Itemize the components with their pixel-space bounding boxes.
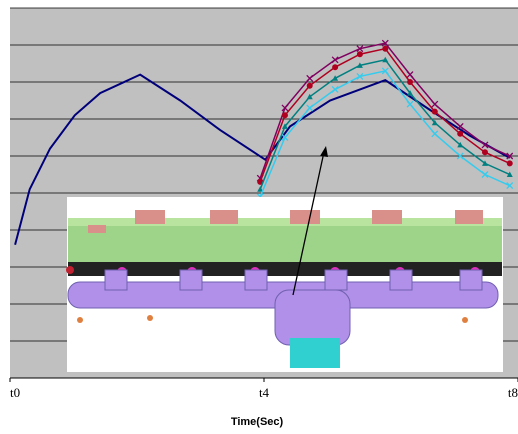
x-tick-label: t0 [10, 385, 20, 400]
x-tick-label: t8 [508, 385, 518, 400]
marker [482, 149, 488, 155]
marker [282, 112, 288, 118]
marker [307, 83, 313, 89]
marker [407, 79, 413, 85]
engine-image [66, 197, 503, 372]
marker [357, 51, 363, 57]
marker [432, 109, 438, 115]
x-tick-label: t4 [259, 385, 270, 400]
marker [382, 46, 388, 52]
chart: Time(Sec) t0 t4 t8 [0, 0, 518, 434]
marker [507, 160, 513, 166]
x-axis-label: Time(Sec) [231, 416, 284, 428]
marker [332, 64, 338, 70]
marker [457, 131, 463, 137]
